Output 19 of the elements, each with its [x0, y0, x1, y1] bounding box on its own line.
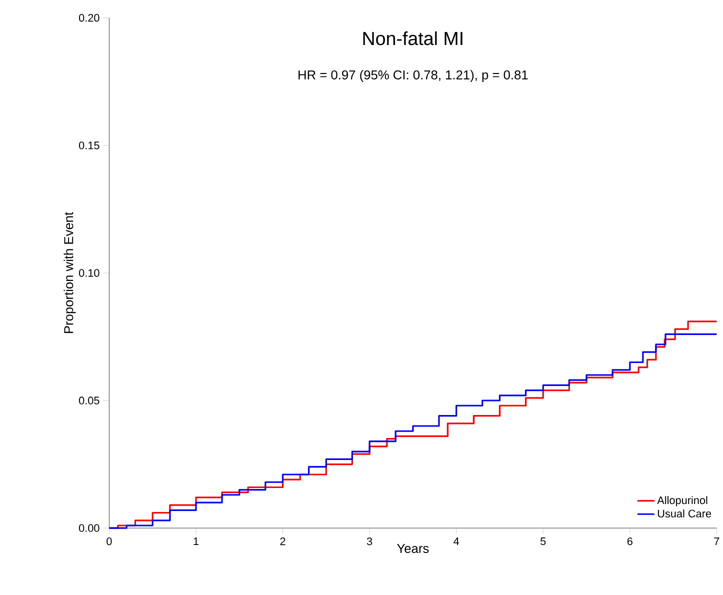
y-tick-label: 0.20: [78, 14, 100, 22]
x-tick-label: 2: [280, 538, 286, 546]
x-tick-label: 7: [714, 538, 720, 546]
x-tick-label: 4: [454, 538, 460, 546]
y-axis-title: Proportion with Event: [64, 212, 76, 334]
x-tick-label: 3: [366, 538, 372, 546]
x-tick-label: 5: [540, 538, 546, 546]
legend-label: Allopurinol: [657, 496, 708, 506]
y-tick-label: 0.00: [78, 524, 100, 532]
x-tick-label: 1: [194, 538, 198, 546]
x-tick-label: 0: [106, 538, 112, 546]
x-axis-title: Years: [397, 544, 429, 554]
x-tick-label: 6: [627, 538, 632, 546]
text: HR = 0.97 (95% CI: 0.78, 1.21), p = 0.81: [298, 70, 528, 82]
y-tick-label: 0.05: [78, 396, 100, 405]
y-tick-label: 0.10: [78, 269, 100, 278]
legend-label: Usual Care: [658, 510, 712, 518]
text: Non-fatal MI: [363, 32, 462, 46]
y-tick-label: 0.15: [78, 142, 100, 150]
